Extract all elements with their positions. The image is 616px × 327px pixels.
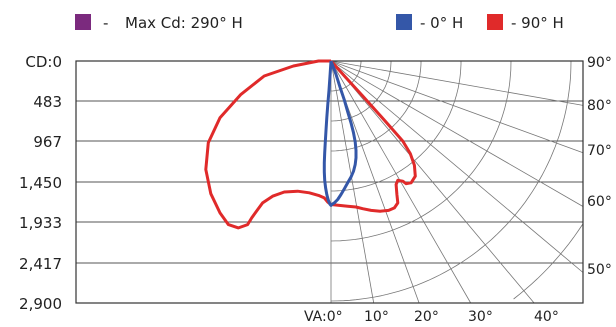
va-label: 40° <box>534 309 559 325</box>
polar-ray <box>330 60 375 304</box>
polar-arc <box>331 61 392 122</box>
angle-label: 80° <box>587 98 612 114</box>
angle-label: 70° <box>587 143 612 159</box>
legend: - Max Cd: 290° H - 0° H - 90° H <box>75 14 564 32</box>
legend-max-dash: - <box>103 14 108 32</box>
polar-arcs <box>330 60 583 302</box>
polar-ray <box>330 60 584 207</box>
legend-swatch-90h <box>487 14 503 30</box>
polar-arc <box>331 61 462 192</box>
series-0h-curve <box>322 60 358 207</box>
polar-ray <box>330 60 535 304</box>
polar-arc <box>331 61 362 92</box>
y-tick-label: 2,900 <box>19 295 62 313</box>
y-tick-label: 967 <box>33 133 62 151</box>
right-angle-labels: 90° 80° 70° 60° 50° <box>587 55 612 278</box>
va-label: 20° <box>414 309 439 325</box>
polar-ray <box>330 60 584 154</box>
series-90h-curve <box>204 59 417 230</box>
polar-arc <box>513 224 583 300</box>
angle-label: 60° <box>587 194 612 210</box>
legend-label-90h: - 90° H <box>511 14 564 32</box>
y-tick-label: 1,933 <box>19 214 62 232</box>
va-label: VA:0° <box>304 309 343 325</box>
y-tick-label: 2,417 <box>19 255 62 273</box>
polar-arc <box>330 60 572 302</box>
y-tick-label: CD:0 <box>25 53 62 71</box>
vertical-angle-labels: VA:0° 10° 20° 30° 40° <box>304 309 559 325</box>
legend-label-0h: - 0° H <box>420 14 463 32</box>
y-tick-label: 1,450 <box>19 174 62 192</box>
polar-arc <box>330 60 512 242</box>
angle-label: 50° <box>587 262 612 278</box>
angle-label: 90° <box>587 55 612 71</box>
va-label: 30° <box>468 309 493 325</box>
legend-swatch-0h <box>396 14 412 30</box>
polar-ray <box>330 60 584 106</box>
y-axis-labels: CD:0 483 967 1,450 1,933 2,417 2,900 <box>19 53 62 313</box>
y-tick-label: 483 <box>33 93 62 111</box>
legend-max-label: Max Cd: 290° H <box>125 14 243 32</box>
polar-ray <box>330 60 584 273</box>
va-label: 10° <box>364 309 389 325</box>
legend-max-swatch <box>75 14 91 30</box>
